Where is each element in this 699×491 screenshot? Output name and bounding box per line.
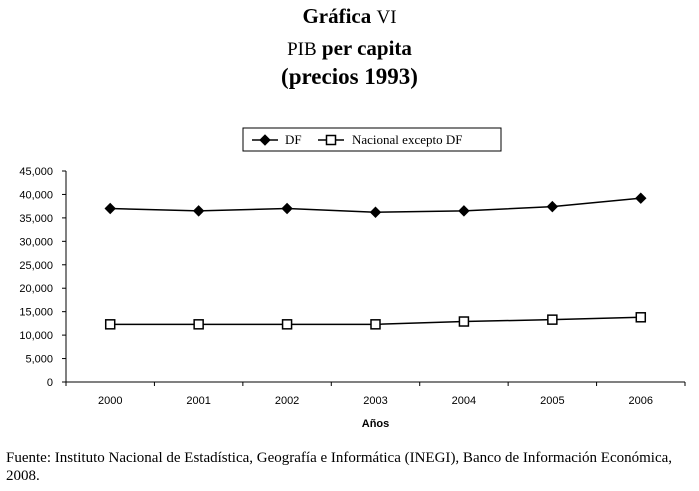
data-point-series-0 — [458, 205, 470, 217]
y-tick-label: 0 — [47, 377, 53, 389]
y-tick-label: 40,000 — [19, 189, 53, 201]
legend-label-0: DF — [285, 132, 302, 147]
data-point-series-1 — [547, 314, 558, 325]
source-text-2: ), Banco de Información Económica, 2008. — [6, 450, 673, 484]
data-point-series-0 — [546, 200, 559, 213]
chart-subtitle-units: (precios 1993) — [281, 64, 418, 89]
x-tick-label: 2005 — [540, 395, 564, 407]
legend-marker-1 — [325, 134, 337, 146]
legend-box — [242, 127, 502, 152]
legend-label-1: Nacional excepto DF — [352, 132, 462, 147]
y-tick-label: 5,000 — [25, 354, 53, 366]
y-tick-label: 30,000 — [19, 236, 53, 248]
y-tick-label: 15,000 — [19, 307, 53, 319]
x-tick-label: 2002 — [275, 395, 299, 407]
y-tick-label: 25,000 — [19, 260, 53, 272]
data-point-series-1 — [281, 319, 293, 330]
data-point-series-1 — [635, 312, 647, 323]
source-text-1: Fuente: Instituto Nacional de Estadístic… — [6, 450, 410, 466]
y-tick-label: 20,000 — [19, 283, 53, 295]
source-note: Fuente: Instituto Nacional de Estadístic… — [6, 449, 696, 485]
y-tick-label: 35,000 — [19, 213, 53, 225]
chart-title-word: Gráfica — [302, 4, 372, 28]
y-tick-label: 10,000 — [19, 330, 53, 342]
legend-marker-0 — [259, 134, 271, 146]
chart-subtitle-abbr: PIB — [287, 39, 317, 60]
x-tick-label: 2001 — [186, 395, 210, 407]
chart-title: Gráfica VI — [0, 4, 699, 29]
chart-subtitle: PIB per capita — [0, 36, 699, 61]
data-point-series-1 — [104, 319, 116, 330]
data-point-series-0 — [104, 202, 116, 215]
data-point-series-1 — [370, 319, 381, 330]
x-tick-label: 2000 — [98, 395, 122, 407]
x-tick-label: 2006 — [629, 395, 653, 407]
data-point-series-0 — [369, 206, 382, 218]
x-tick-label: 2004 — [452, 395, 476, 407]
x-axis-label: Años — [362, 418, 390, 430]
chart-title-numeral: VI — [376, 7, 397, 28]
y-tick-label: 45,000 — [19, 166, 53, 178]
line-chart: 0 5,000 10,000 15,000 20,000 25,000 30,000 35,0… — [19, 127, 686, 430]
data-point-series-0 — [281, 202, 293, 215]
x-tick-label: 2003 — [363, 395, 387, 407]
chart-subtitle-rest: per capita — [316, 36, 412, 60]
data-point-series-0 — [192, 205, 205, 217]
source-abbr: INEGI — [409, 450, 451, 466]
data-point-series-1 — [193, 319, 204, 330]
data-point-series-0 — [635, 192, 647, 204]
data-point-series-1 — [458, 316, 470, 327]
